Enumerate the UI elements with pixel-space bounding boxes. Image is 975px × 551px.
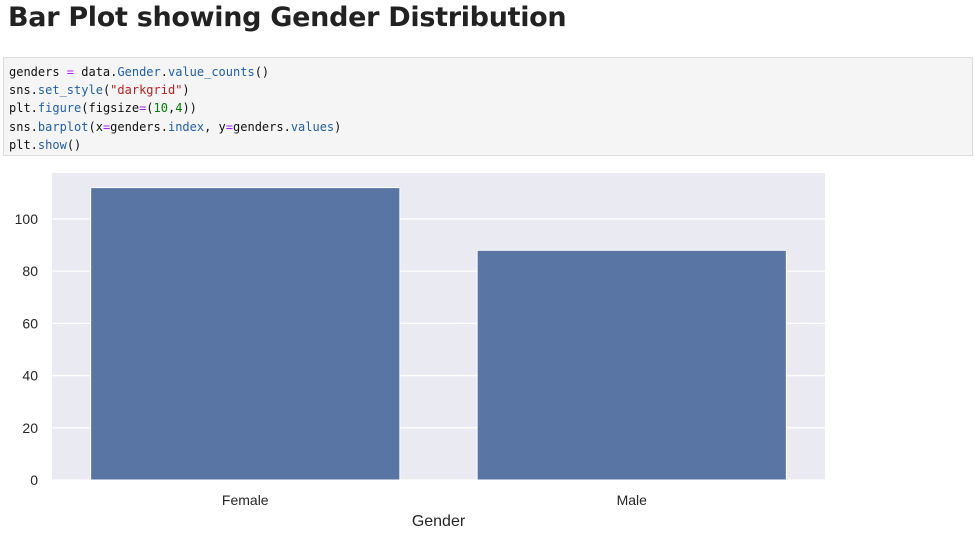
code-token: data. (74, 65, 118, 79)
x-tick-label: Female (222, 492, 269, 508)
y-tick-label: 0 (30, 472, 38, 488)
code-line: sns.barplot(x=genders.index, y=genders.v… (9, 120, 341, 134)
code-line: plt.figure(figsize=(10,4)) (9, 101, 197, 115)
y-tick-label: 100 (15, 211, 39, 227)
x-axis-label: Gender (412, 513, 466, 530)
code-token: sns. (9, 119, 38, 134)
code-token: sns. (9, 83, 38, 98)
bar-chart: 0 20 40 60 80 100 Female Male Gender (15, 173, 825, 530)
code-token: = (66, 65, 75, 79)
code-cell[interactable]: genders = data.Gender.value_counts() sns… (3, 57, 973, 156)
y-tick-labels: 0 20 40 60 80 100 (15, 211, 39, 488)
y-tick-label: 20 (22, 420, 38, 436)
code-token: 4 (175, 101, 183, 116)
code-token: ) (182, 83, 190, 98)
code-line: plt.show() (9, 138, 81, 152)
x-tick-labels: Female Male (222, 492, 647, 508)
code-token: index (167, 119, 205, 134)
y-tick-label: 80 (22, 263, 38, 279)
code-token: ( (102, 83, 111, 98)
code-token: show (37, 137, 67, 152)
code-line: sns.set_style("darkgrid") (9, 83, 190, 97)
code-token: . (160, 65, 168, 79)
code-token: ( (146, 101, 154, 116)
code-token: )) (182, 101, 197, 116)
code-token: = (225, 119, 234, 134)
code-token: 10 (153, 101, 168, 116)
code-token: genders (9, 65, 67, 79)
code-token: = (139, 101, 147, 116)
code-token: () (254, 65, 270, 79)
bar-female (90, 187, 401, 481)
code-token: (x (88, 119, 103, 134)
code-token: plt. (9, 101, 38, 116)
code-block: genders = data.Gender.value_counts() sns… (4, 58, 972, 154)
bar-male (476, 249, 787, 481)
code-token: ) (334, 119, 342, 134)
code-token: , (167, 101, 176, 116)
code-token: genders. (233, 119, 291, 134)
code-token: value_counts (167, 65, 255, 79)
code-token: genders. (110, 119, 168, 134)
y-tick-label: 40 (22, 368, 38, 384)
code-token: plt. (9, 137, 38, 152)
x-tick-label: Male (617, 492, 648, 508)
code-line: genders = data.Gender.value_counts() (9, 65, 269, 79)
bars (90, 187, 787, 481)
code-token: barplot (37, 119, 89, 134)
page-title: Bar Plot showing Gender Distribution (8, 2, 567, 33)
code-token: Gender (117, 65, 161, 79)
code-token: = (102, 119, 111, 134)
code-token: () (66, 137, 82, 152)
code-token: (figsize (81, 101, 140, 116)
code-token: "darkgrid" (110, 83, 183, 98)
code-token: figure (37, 101, 82, 116)
code-token: values (290, 119, 335, 134)
code-token: set_style (37, 83, 103, 98)
y-tick-label: 60 (22, 315, 38, 331)
code-token: , y (204, 119, 226, 134)
